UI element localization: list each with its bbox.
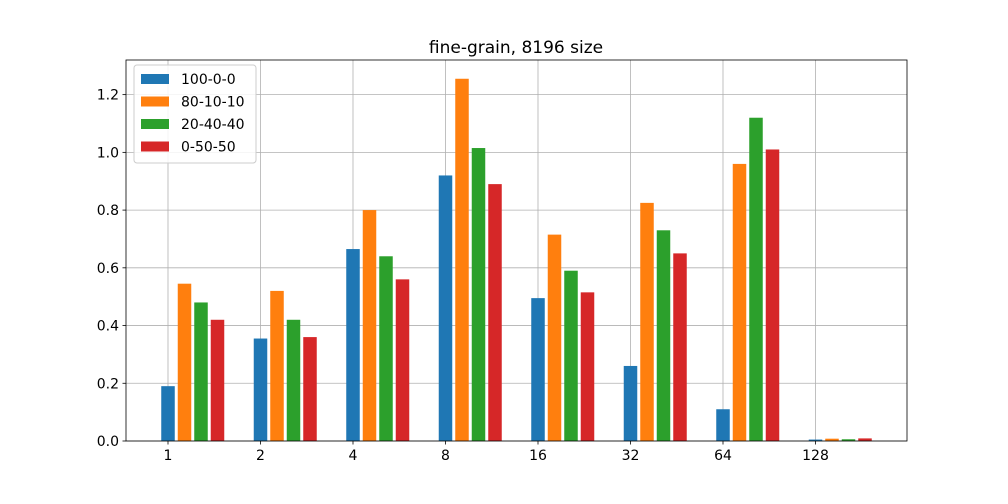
legend-swatch-0-50-50 — [141, 141, 169, 152]
legend-swatch-80-10-10 — [141, 96, 169, 107]
x-tick-label: 16 — [529, 448, 547, 464]
bar-80-10-10-128 — [825, 438, 839, 441]
legend-label: 20-40-40 — [181, 117, 245, 133]
bar-0-50-50-128 — [858, 438, 872, 441]
legend-label: 0-50-50 — [181, 140, 236, 156]
bar-0-50-50-64 — [765, 149, 780, 441]
bar-0-50-50-1 — [210, 319, 225, 441]
bar-20-40-40-32 — [656, 230, 671, 441]
bar-80-10-10-16 — [547, 234, 562, 441]
bar-0-50-50-8 — [488, 184, 502, 441]
legend-box — [133, 64, 257, 164]
x-tick-label: 2 — [256, 448, 265, 464]
x-tick-label: 4 — [349, 448, 358, 464]
bar-0-50-50-16 — [580, 292, 595, 441]
bar-20-40-40-8 — [471, 148, 486, 441]
bar-0-50-50-2 — [303, 337, 317, 441]
legend: 100-0-0 80-10-10 20-40-40 0-50-50 — [133, 64, 257, 164]
x-tick-label: 128 — [802, 448, 829, 464]
bar-20-40-40-1 — [194, 302, 208, 441]
y-tick-label: 1.0 — [97, 145, 119, 161]
bar-80-10-10-1 — [177, 283, 192, 441]
x-tick-label: 32 — [622, 448, 640, 464]
legend-swatch-20-40-40 — [141, 119, 169, 129]
bar-20-40-40-16 — [564, 270, 578, 441]
y-tick-label: 0.6 — [97, 261, 119, 277]
bar-100-0-0-8 — [438, 175, 453, 442]
bar-20-40-40-128 — [841, 439, 856, 441]
y-tick-label: 0.4 — [97, 319, 119, 335]
bar-80-10-10-2 — [270, 290, 284, 441]
bar-100-0-0-128 — [808, 439, 823, 441]
bar-80-10-10-32 — [640, 202, 654, 441]
legend-swatch-100-0-0 — [141, 74, 169, 84]
x-tick-label: 64 — [714, 448, 732, 464]
x-tick-label: 8 — [441, 448, 450, 464]
x-tick-label: 1 — [164, 448, 173, 464]
bar-0-50-50-4 — [395, 279, 410, 441]
bars — [161, 78, 872, 442]
y-tick-label: 1.2 — [97, 88, 119, 104]
bar-100-0-0-32 — [623, 365, 638, 441]
bar-20-40-40-2 — [286, 319, 301, 441]
y-tick-label: 0.8 — [97, 203, 119, 219]
plot-area-frame — [125, 59, 908, 442]
y-tick-label: 0.2 — [97, 376, 119, 392]
y-tick-label: 0.0 — [97, 434, 119, 450]
bar-100-0-0-2 — [253, 338, 268, 441]
bar-80-10-10-64 — [732, 163, 747, 441]
bar-20-40-40-4 — [379, 256, 393, 441]
bar-80-10-10-4 — [362, 210, 377, 441]
legend-label: 100-0-0 — [181, 72, 236, 88]
bar-20-40-40-64 — [749, 117, 763, 442]
bar-100-0-0-64 — [716, 409, 730, 441]
bar-80-10-10-8 — [455, 78, 469, 442]
bar-100-0-0-4 — [346, 249, 360, 441]
bar-100-0-0-16 — [531, 298, 545, 441]
axis-ticks: 0.0 0.2 0.4 0.6 0.8 1.0 1.2 1 2 4 8 16 32 64 128 — [97, 88, 829, 464]
chart-title: fine-grain, 8196 size — [429, 38, 603, 58]
bar-0-50-50-32 — [673, 253, 687, 441]
legend-label: 80-10-10 — [181, 95, 245, 111]
bar-100-0-0-1 — [161, 386, 175, 441]
